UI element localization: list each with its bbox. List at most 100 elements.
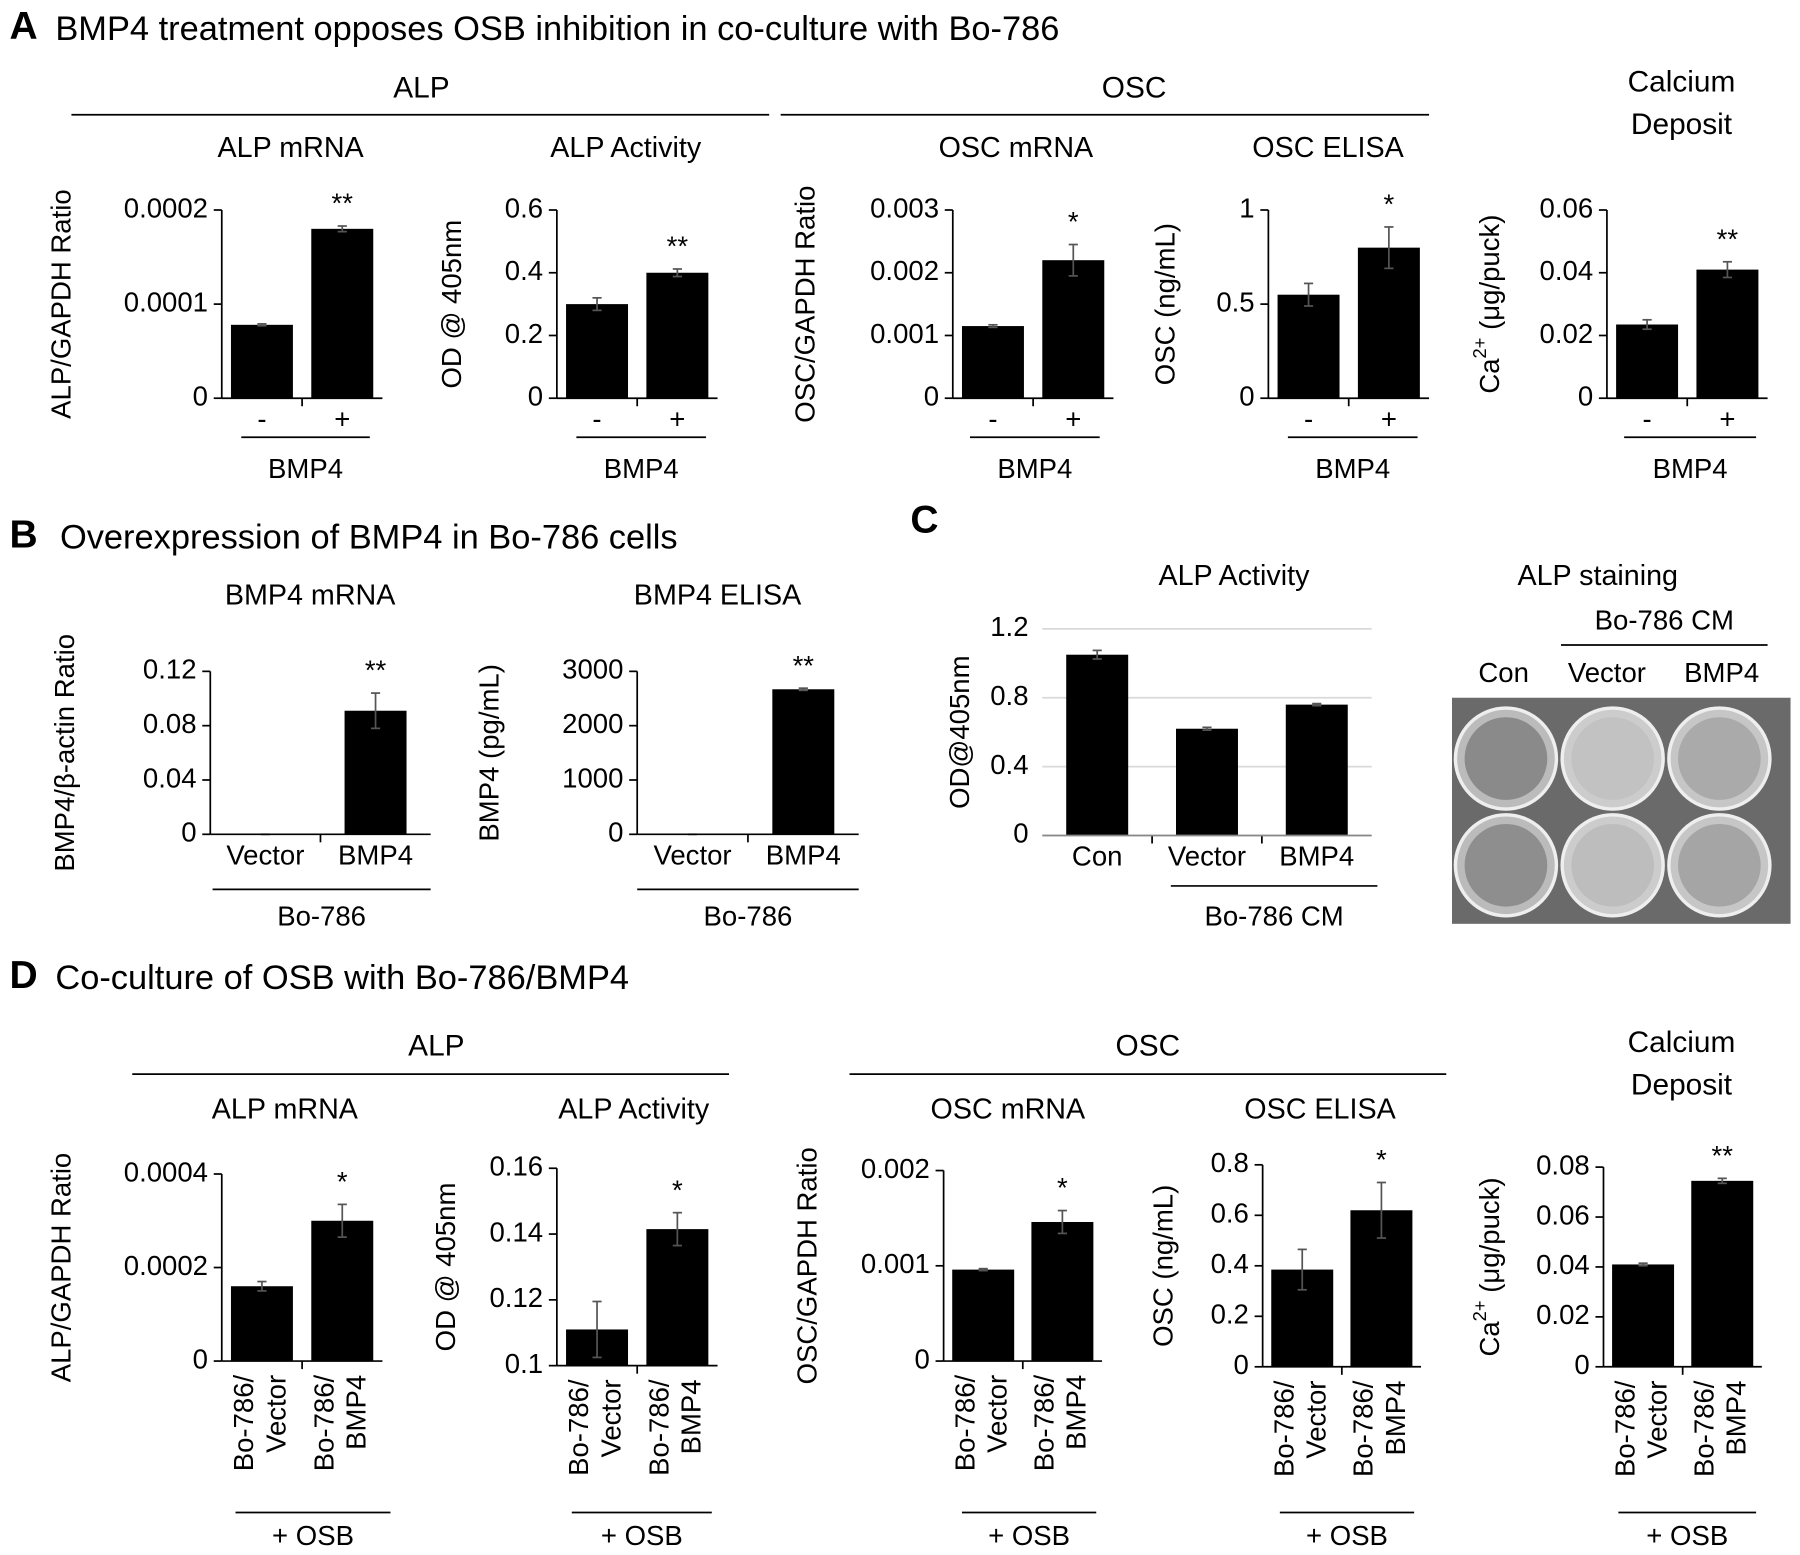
significance: ** [667, 231, 689, 262]
y-axis-label: OD @ 405nm [430, 1183, 461, 1352]
group-label: BMP4 [997, 453, 1072, 484]
x-tick-label: Bo-786/ [1688, 1380, 1719, 1477]
bar [311, 228, 374, 399]
x-tick-label: - [592, 403, 601, 434]
y-axis-label: OSC/GAPDH Ratio [792, 1147, 823, 1384]
bar [646, 1229, 709, 1366]
y-tick-label: 0.2 [1211, 1299, 1249, 1330]
photo-title: ALP staining [1517, 560, 1678, 592]
x-tick-label: - [1643, 403, 1652, 434]
y-tick-label: 0.0001 [124, 286, 208, 317]
y-tick-label: 1 [1239, 192, 1254, 223]
group-label: Bo-786 [704, 900, 793, 931]
panel-title: BMP4 treatment opposes OSB inhibition in… [55, 10, 1059, 48]
y-axis-label-part: (μg/puck) [1474, 1177, 1505, 1300]
x-tick-label: BMP4 [338, 840, 413, 871]
chart-title: ALP Activity [558, 1093, 710, 1125]
chart: OSC ELISA OSC (ng/mL) 0 0.2 0.4 0.6 0.8 Bo-786/… [1147, 1093, 1422, 1551]
significance: ** [1717, 223, 1739, 254]
x-tick-label: Con [1072, 841, 1123, 872]
y-tick-label: 1000 [562, 762, 623, 793]
y-tick-label: 0.6 [1211, 1198, 1249, 1229]
bar [1612, 1264, 1675, 1367]
bar [952, 1269, 1015, 1362]
y-tick-label: 0 [1574, 1349, 1589, 1380]
y-axis-label: OD@405nm [944, 655, 975, 808]
bar [230, 324, 293, 399]
y-axis-label-part: Ca [1474, 1321, 1505, 1357]
bar [961, 326, 1024, 399]
y-axis-label: OSC/GAPDH Ratio [789, 186, 820, 423]
y-tick-label: 0.8 [990, 680, 1028, 711]
x-tick-label: Vector [1168, 841, 1246, 872]
x-tick-label: + [1381, 403, 1397, 434]
x-tick-label: BMP4 [1721, 1381, 1752, 1456]
y-tick-label: 0.4 [990, 749, 1028, 780]
group-label: + OSB [601, 1520, 683, 1551]
x-tick-label: Bo-786/ [949, 1374, 980, 1471]
bar [230, 1286, 293, 1362]
x-tick-label: Bo-786/ [1268, 1380, 1299, 1477]
x-tick-label: Vector [595, 1379, 626, 1457]
y-tick-label: 0.02 [1540, 318, 1594, 349]
chart: OSC ELISA OSC (ng/mL) 0 0.5 1 - * + BMP4 [1150, 132, 1430, 484]
panel-title: Overexpression of BMP4 in Bo-786 cells [60, 518, 678, 556]
y-tick-label: 0 [193, 380, 208, 411]
y-tick-label: 0.06 [1536, 1199, 1590, 1230]
chart: BMP4 mRNA BMP4/β-actin Ratio 0 0.04 0.08 0.12… [49, 579, 431, 931]
x-tick-label: BMP4 [1279, 841, 1354, 872]
y-tick-label: 0 [1239, 380, 1254, 411]
x-tick-label: + [669, 403, 685, 434]
y-tick-label: 0.12 [490, 1282, 544, 1313]
y-tick-label: 0.2 [505, 318, 543, 349]
bar [311, 1220, 374, 1362]
x-tick-label: BMP4 [1061, 1375, 1092, 1450]
y-tick-label: 0 [1013, 818, 1028, 849]
y-tick-label: 0 [193, 1343, 208, 1374]
bar [1066, 654, 1129, 836]
y-tick-label: 1.2 [990, 611, 1028, 642]
bar [1357, 247, 1420, 399]
x-tick-label: + [334, 403, 350, 434]
x-tick-label: Vector [1641, 1381, 1672, 1459]
photo-label: Vector [1568, 657, 1646, 688]
y-tick-label: 0 [1578, 380, 1593, 411]
x-tick-label: BMP4 [766, 840, 841, 871]
significance: * [672, 1174, 683, 1205]
y-axis-label: OSC (ng/mL) [1150, 223, 1181, 385]
group-label: + OSB [988, 1520, 1070, 1551]
y-tick-label: 0.02 [1536, 1299, 1590, 1330]
y-tick-label: 0.04 [143, 762, 197, 793]
x-tick-label: Bo-786/ [228, 1374, 259, 1471]
y-tick-label: 0.14 [490, 1216, 544, 1247]
x-tick-label: Bo-786/ [1029, 1374, 1060, 1471]
y-tick-label: 0.0002 [124, 192, 208, 223]
x-tick-label: Vector [654, 840, 732, 871]
x-tick-label: Vector [982, 1375, 1013, 1453]
significance: ** [365, 655, 387, 686]
chart-title: OSC mRNA [931, 1093, 1086, 1125]
group-label: + OSB [272, 1520, 354, 1551]
y-axis-label: OD @ 405nm [436, 220, 467, 389]
section-header: Calcium [1628, 1026, 1736, 1059]
x-tick-label: + [1719, 403, 1735, 434]
y-axis-label: ALP/GAPDH Ratio [46, 189, 77, 419]
x-tick-label: BMP4 [341, 1375, 372, 1450]
x-tick-label: - [1304, 403, 1313, 434]
x-tick-label: BMP4 [676, 1379, 707, 1454]
y-axis-label-part: (μg/puck) [1474, 215, 1505, 338]
significance: * [337, 1166, 348, 1197]
y-axis-label: Ca2+ (μg/puck) [1470, 1177, 1506, 1356]
bar [1031, 1221, 1094, 1362]
y-tick-label: 2000 [562, 708, 623, 739]
group-label: BMP4 [604, 453, 679, 484]
x-tick-label: Bo-786/ [563, 1379, 594, 1476]
y-axis-label-part: 2+ [1470, 338, 1491, 359]
chart-title: OSC ELISA [1252, 132, 1404, 164]
y-axis-label: BMP4/β-actin Ratio [49, 634, 80, 872]
chart: ALP Activity OD @ 405nm 0 0.2 0.4 0.6 - ** + BMP4 [436, 132, 718, 484]
group-label: BMP4 [1315, 453, 1390, 484]
y-axis-label: BMP4 (pg/mL) [474, 664, 505, 841]
section-header: Calcium [1628, 66, 1736, 99]
section-header: OSC [1102, 71, 1167, 104]
